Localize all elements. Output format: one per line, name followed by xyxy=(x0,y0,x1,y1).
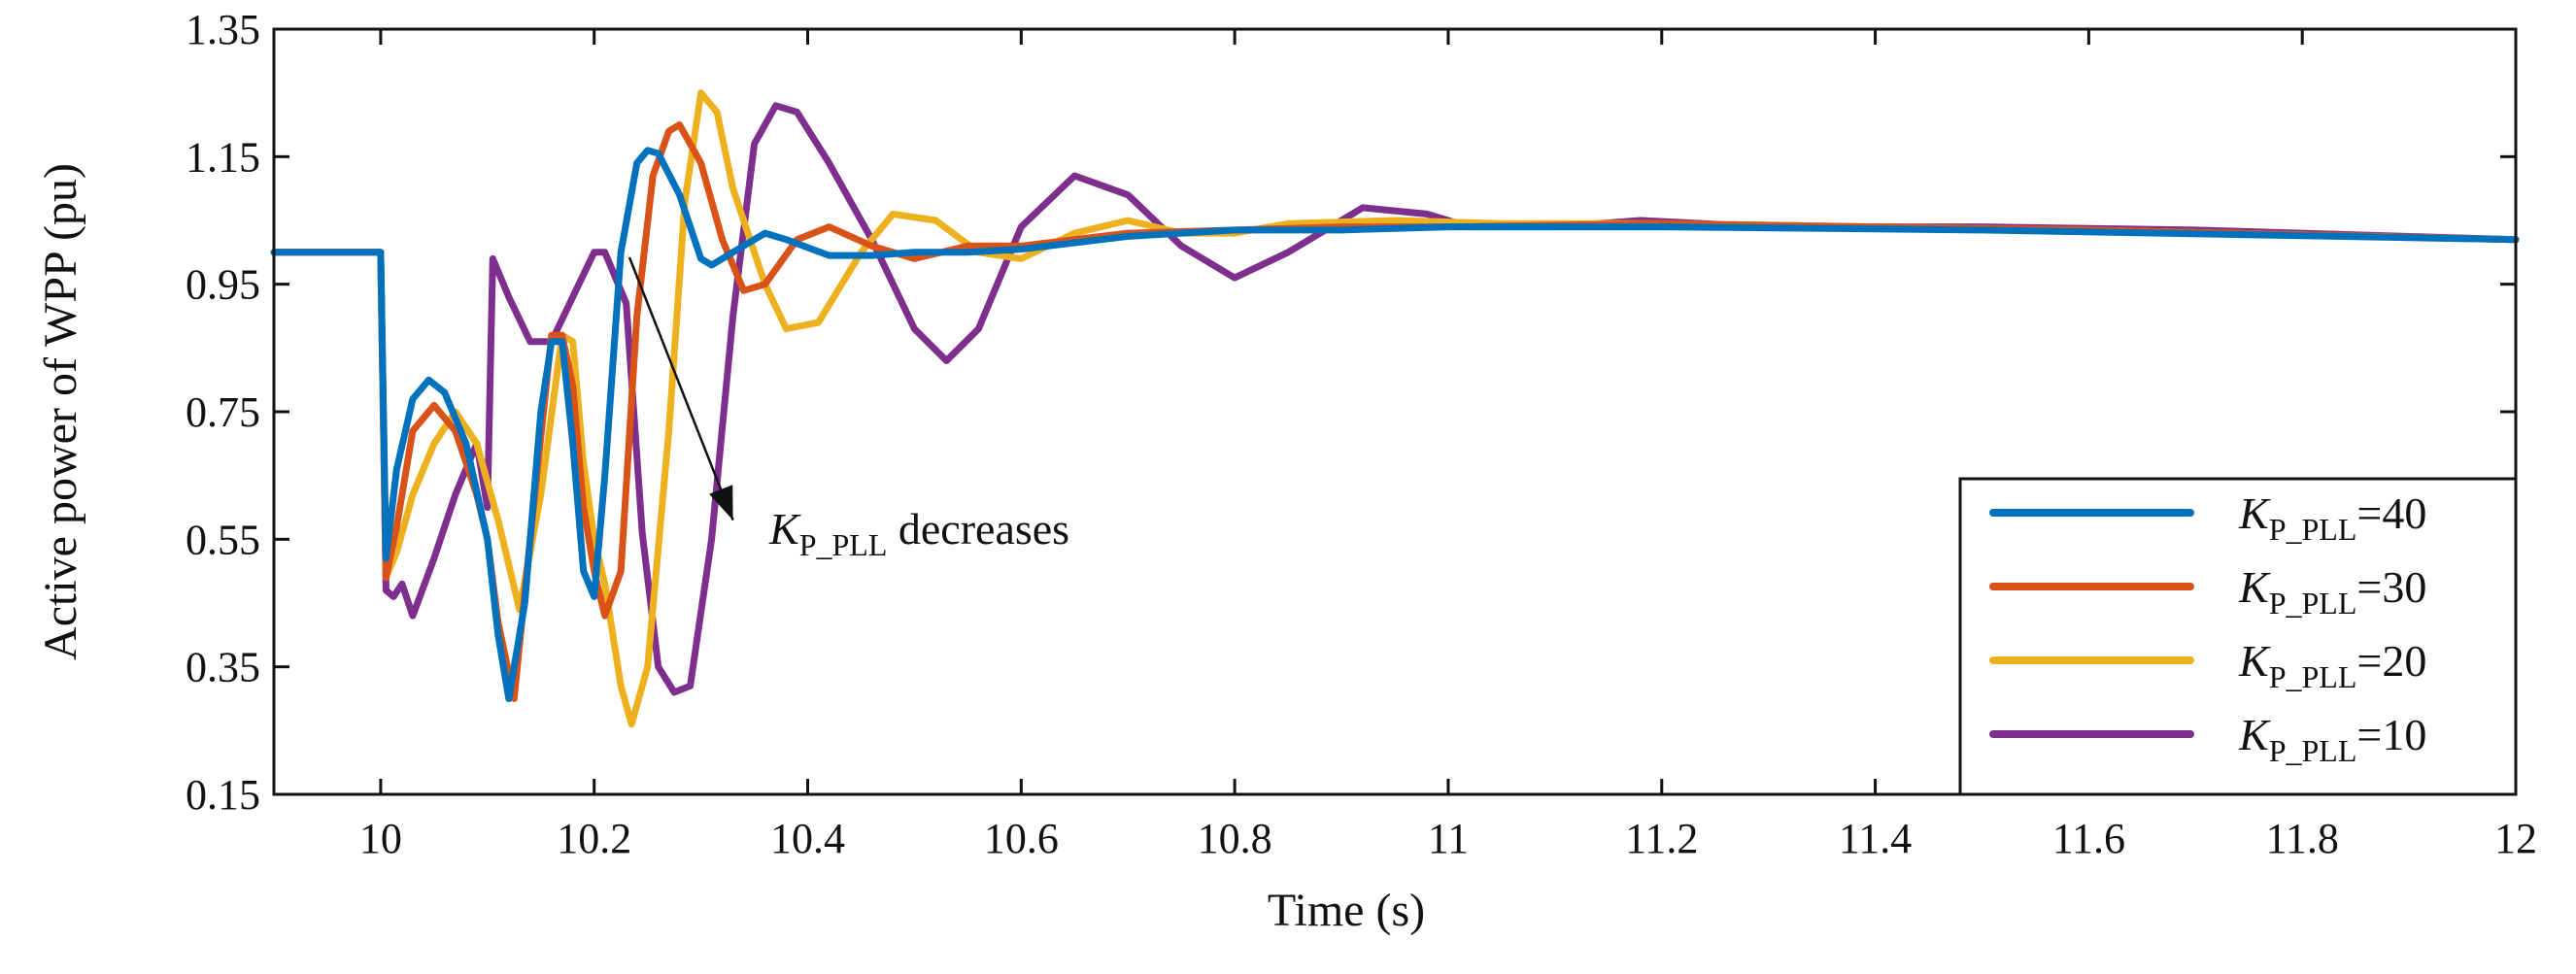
x-axis-label: Time (s) xyxy=(1268,885,1425,936)
annotation: KP_PLL decreases xyxy=(627,256,1069,562)
x-tick-label: 12 xyxy=(2494,815,2537,862)
x-tick-label: 10.4 xyxy=(770,815,845,862)
legend-value: =30 xyxy=(2356,562,2426,612)
legend-entry: KP_PLL=10 xyxy=(2238,710,2426,768)
legend-entry: KP_PLL=30 xyxy=(2238,562,2426,621)
y-tick-label: 0.95 xyxy=(186,261,260,309)
legend-symbol: K xyxy=(2238,562,2271,612)
x-tick-label: 10.8 xyxy=(1198,815,1272,862)
x-tick-label: 11.4 xyxy=(1839,815,1912,862)
legend-box xyxy=(1958,477,2518,796)
series-line-kp-40 xyxy=(270,147,2520,702)
legend-value: =40 xyxy=(2356,488,2426,538)
annotation-symbol: K xyxy=(768,504,801,554)
plot-frame xyxy=(272,27,2518,796)
legend-subscript: P_PLL xyxy=(2269,733,2357,768)
legend-symbol: K xyxy=(2238,636,2271,686)
annotation-arrow-head xyxy=(709,485,733,521)
annotation-suffix: decreases xyxy=(887,504,1069,554)
legend-subscript: P_PLL xyxy=(2269,512,2357,547)
y-tick-label: 1.35 xyxy=(186,6,260,53)
y-tick-label: 0.15 xyxy=(186,771,260,819)
x-tick-label: 11.6 xyxy=(2052,815,2125,862)
legend-symbol: K xyxy=(2238,710,2271,759)
y-tick-label: 0.55 xyxy=(186,516,260,563)
annotation-text: KP_PLL decreases xyxy=(768,504,1069,562)
axis-labels: 10 10.2 10.4 10.6 10.8 11 11.2 11.4 11.6 11.8 12 0.… xyxy=(35,6,2537,936)
x-tick-label: 11 xyxy=(1428,815,1469,862)
y-tick-label: 0.35 xyxy=(186,644,260,691)
y-tick-label: 1.15 xyxy=(186,133,260,181)
legend-entry: KP_PLL=20 xyxy=(2238,636,2426,694)
x-tick-label: 10 xyxy=(359,815,402,862)
legend-entry: KP_PLL=40 xyxy=(2238,488,2426,547)
x-tick-label: 11.8 xyxy=(2266,815,2339,862)
annotation-arrow-line xyxy=(627,256,734,521)
x-tick-label: 10.2 xyxy=(557,815,631,862)
legend-value: =20 xyxy=(2356,636,2426,686)
legend-symbol: K xyxy=(2238,488,2271,538)
annotation-subscript: P_PLL xyxy=(799,527,888,562)
x-tick-label: 11.2 xyxy=(1625,815,1698,862)
y-tick-label: 0.75 xyxy=(186,388,260,436)
legend-value: =10 xyxy=(2356,710,2426,759)
legend-subscript: P_PLL xyxy=(2269,586,2357,621)
legend-subscript: P_PLL xyxy=(2269,659,2357,694)
y-axis-label: Active power of WPP (pu) xyxy=(35,163,86,660)
x-tick-label: 10.6 xyxy=(984,815,1059,862)
series-layer xyxy=(270,89,2520,728)
